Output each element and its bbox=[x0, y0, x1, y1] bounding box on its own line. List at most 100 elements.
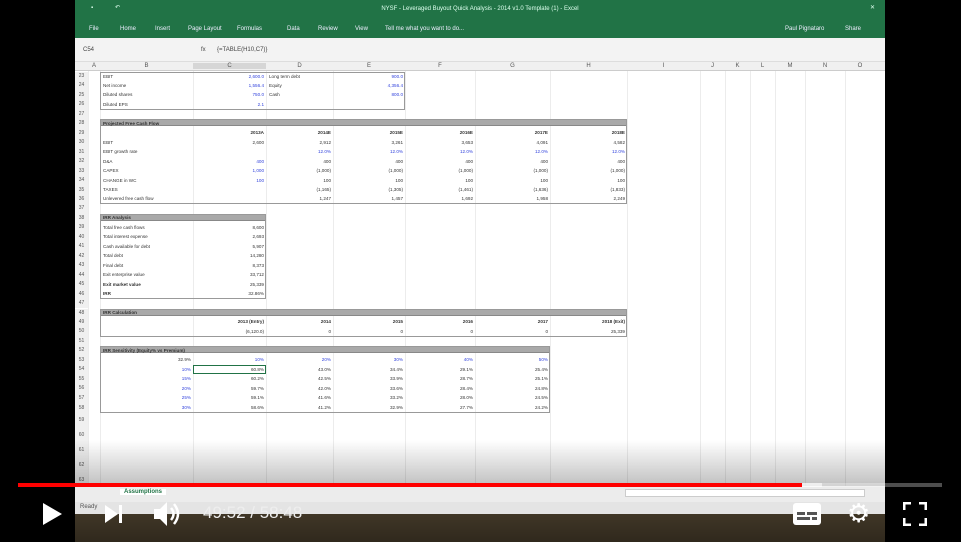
cell-h30[interactable]: 4,582 bbox=[613, 139, 626, 145]
cell-d29[interactable]: 2014E bbox=[317, 130, 331, 136]
cell-g35[interactable]: (1,636) bbox=[533, 187, 548, 193]
cell-b45[interactable]: Exit market value bbox=[103, 281, 141, 287]
cell-c42[interactable]: 14,280 bbox=[249, 253, 264, 259]
cell-e29[interactable]: 2015E bbox=[389, 130, 403, 136]
cell-h49[interactable]: 2018 (Exit) bbox=[602, 319, 625, 325]
cell-d54[interactable]: 43.0% bbox=[317, 366, 331, 372]
cell-e53[interactable]: 30% bbox=[393, 357, 403, 363]
cell-h50[interactable]: 25,339 bbox=[610, 328, 625, 334]
cell-g31[interactable]: 12.0% bbox=[534, 149, 548, 155]
column-header-d[interactable]: D bbox=[297, 63, 302, 69]
cell-g56[interactable]: 24.8% bbox=[534, 385, 548, 391]
column-header-m[interactable]: M bbox=[787, 63, 793, 69]
name-box[interactable]: C54 bbox=[83, 47, 95, 53]
row-header[interactable]: 60 bbox=[75, 428, 88, 444]
cell-b36[interactable]: Unlevered free cash flow bbox=[103, 196, 154, 202]
cell-b48[interactable]: IRR Calculation bbox=[103, 310, 137, 315]
cell-e56[interactable]: 33.6% bbox=[389, 385, 403, 391]
row-header[interactable]: 59 bbox=[75, 413, 88, 429]
column-header-i[interactable]: I bbox=[662, 63, 665, 69]
cell-c44[interactable]: 33,712 bbox=[249, 272, 264, 278]
tab-file[interactable]: File bbox=[89, 26, 99, 32]
row-header[interactable]: 58 bbox=[75, 403, 88, 414]
row-header[interactable]: 41 bbox=[75, 242, 88, 252]
tab-review[interactable]: Review bbox=[318, 26, 338, 32]
cell-c46[interactable]: 32.86% bbox=[248, 291, 264, 297]
column-header-l[interactable]: L bbox=[760, 63, 765, 69]
horizontal-scrollbar[interactable] bbox=[625, 489, 865, 497]
cell-c24[interactable]: 1,556.4 bbox=[248, 82, 264, 88]
progress-bar[interactable] bbox=[18, 483, 942, 487]
row-header[interactable]: 30 bbox=[75, 138, 88, 148]
cell-f53[interactable]: 40% bbox=[463, 357, 473, 363]
cell-c53[interactable]: 10% bbox=[254, 357, 264, 363]
cell-b54[interactable]: 10% bbox=[181, 366, 191, 372]
row-header[interactable]: 35 bbox=[75, 185, 88, 195]
column-header-h[interactable]: H bbox=[586, 63, 591, 69]
cell-e34[interactable]: 100 bbox=[395, 177, 403, 183]
cell-g53[interactable]: 50% bbox=[538, 357, 548, 363]
cell-g58[interactable]: 24.2% bbox=[534, 404, 548, 410]
cell-d34[interactable]: 100 bbox=[323, 177, 331, 183]
row-header[interactable]: 31 bbox=[75, 147, 88, 158]
row-header[interactable]: 34 bbox=[75, 176, 88, 186]
cell-f30[interactable]: 3,653 bbox=[461, 139, 474, 145]
row-header[interactable]: 37 bbox=[75, 204, 88, 214]
row-header[interactable]: 49 bbox=[75, 317, 88, 328]
row-header[interactable]: 23 bbox=[75, 72, 88, 82]
cell-c34[interactable]: 100 bbox=[256, 177, 264, 183]
cell-c49[interactable]: 2013 (Entry) bbox=[237, 319, 264, 325]
tab-view[interactable]: View bbox=[355, 26, 368, 32]
cell-f31[interactable]: 12.0% bbox=[459, 149, 473, 155]
cell-b31[interactable]: EBIT growth rate bbox=[103, 149, 138, 155]
cell-g34[interactable]: 100 bbox=[540, 177, 548, 183]
row-header[interactable]: 52 bbox=[75, 346, 88, 356]
column-header-a[interactable]: A bbox=[91, 63, 96, 69]
tab-data[interactable]: Data bbox=[287, 26, 300, 32]
cell-f50[interactable]: 0 bbox=[470, 328, 473, 334]
cell-f35[interactable]: (1,461) bbox=[458, 187, 473, 193]
row-header[interactable]: 28 bbox=[75, 119, 88, 129]
row-header[interactable]: 47 bbox=[75, 299, 88, 309]
cell-d50[interactable]: 0 bbox=[328, 328, 331, 334]
cell-c55[interactable]: 60.2% bbox=[250, 376, 264, 382]
cell-b56[interactable]: 20% bbox=[181, 385, 191, 391]
column-header-g[interactable]: G bbox=[510, 63, 515, 69]
cell-d33[interactable]: (1,000) bbox=[316, 168, 331, 174]
column-header-o[interactable]: O bbox=[857, 63, 863, 69]
cell-e35[interactable]: (1,305) bbox=[388, 187, 403, 193]
close-icon[interactable]: ✕ bbox=[869, 5, 875, 11]
tab-page-layout[interactable]: Page Layout bbox=[188, 26, 222, 32]
cell-d31[interactable]: 12.0% bbox=[317, 149, 331, 155]
row-header[interactable]: 46 bbox=[75, 289, 88, 300]
cell-b32[interactable]: D&A bbox=[103, 158, 113, 164]
cell-b34[interactable]: CHANGE in WC bbox=[103, 177, 137, 183]
volume-icon[interactable] bbox=[152, 500, 182, 533]
cell-b30[interactable]: EBIT bbox=[103, 139, 114, 145]
cell-e23[interactable]: 900.0 bbox=[391, 73, 404, 79]
cell-e55[interactable]: 33.9% bbox=[389, 376, 403, 382]
row-header[interactable]: 57 bbox=[75, 393, 88, 404]
cell-g50[interactable]: 0 bbox=[545, 328, 548, 334]
column-header-e[interactable]: E bbox=[366, 63, 371, 69]
cell-h35[interactable]: (1,833) bbox=[610, 187, 625, 193]
cell-c23[interactable]: 2,600.0 bbox=[248, 73, 264, 79]
cell-e25[interactable]: 800.0 bbox=[391, 92, 404, 98]
cell-c43[interactable]: 8,373 bbox=[252, 262, 265, 268]
cell-d56[interactable]: 42.0% bbox=[317, 385, 331, 391]
cell-c54[interactable]: 60.8% bbox=[250, 366, 264, 372]
undo-icon[interactable]: ↶ bbox=[115, 5, 121, 11]
column-header-j[interactable]: J bbox=[711, 63, 714, 69]
tell-me-box[interactable]: Tell me what you want to do... bbox=[385, 26, 465, 32]
cell-f57[interactable]: 28.0% bbox=[459, 395, 473, 401]
cell-f29[interactable]: 2016E bbox=[459, 130, 473, 136]
cell-d23[interactable]: Long term debt bbox=[269, 73, 300, 79]
cell-b33[interactable]: CAPEX bbox=[103, 168, 119, 174]
cell-b28[interactable]: Projected Free Cash Flow bbox=[103, 120, 160, 126]
cell-b26[interactable]: Diluted EPS bbox=[103, 101, 128, 107]
cell-c39[interactable]: 8,600 bbox=[252, 224, 265, 230]
row-header[interactable]: 24 bbox=[75, 81, 88, 91]
fullscreen-icon[interactable] bbox=[902, 501, 928, 531]
cell-g57[interactable]: 24.5% bbox=[534, 395, 548, 401]
cell-f34[interactable]: 100 bbox=[465, 177, 473, 183]
